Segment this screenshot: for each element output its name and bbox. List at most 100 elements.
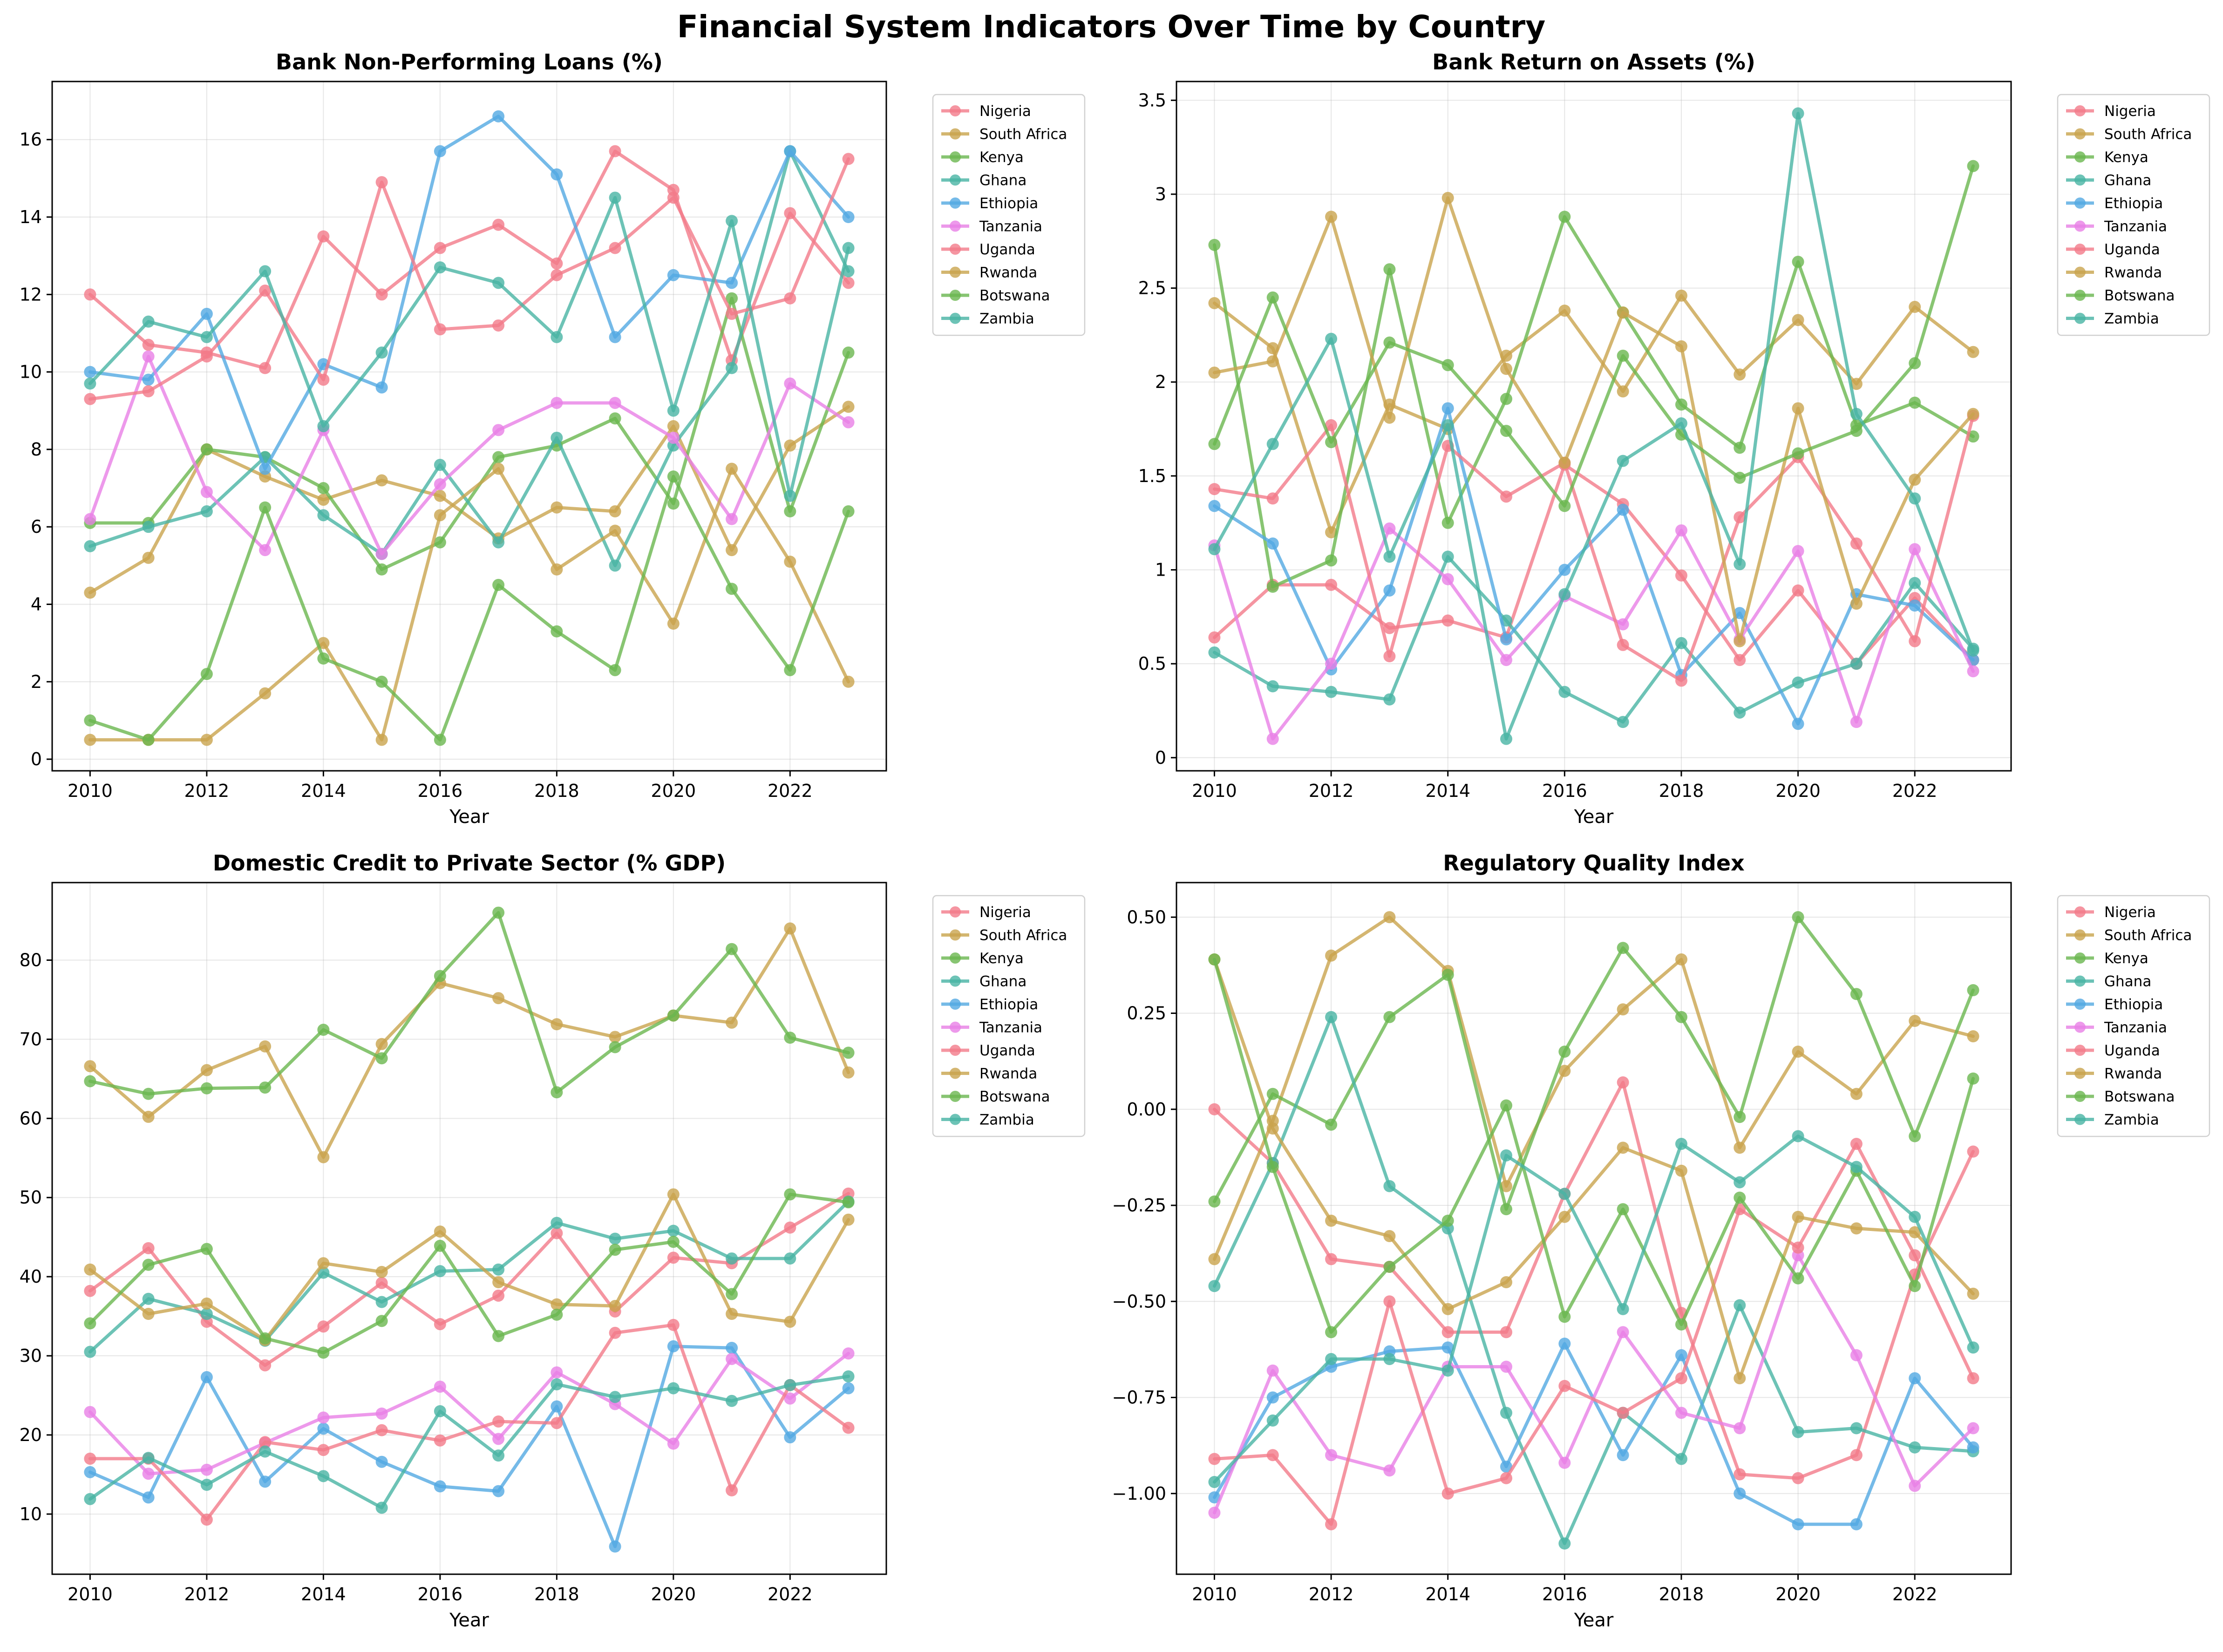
data-point [1792, 676, 1804, 689]
data-point [1208, 1491, 1221, 1503]
data-point [1734, 706, 1746, 719]
data-point [1441, 1364, 1454, 1377]
data-point [317, 1422, 330, 1435]
legend-label: South Africa [2104, 927, 2192, 944]
data-point [1909, 1441, 1921, 1454]
data-point [1967, 160, 1979, 172]
data-point [784, 439, 796, 452]
x-tick-label: 2020 [651, 781, 696, 801]
data-point [1383, 411, 1396, 424]
legend-label: Nigeria [979, 103, 1031, 120]
data-point [1850, 716, 1863, 728]
data-point [142, 1258, 155, 1271]
data-point [726, 307, 738, 320]
data-point [200, 1082, 213, 1095]
data-point [1675, 637, 1687, 649]
data-point [1850, 1349, 1863, 1361]
legend-entry: Nigeria [941, 103, 1031, 120]
data-point [1734, 1191, 1746, 1204]
data-point [492, 1433, 505, 1445]
x-tick-label: 2016 [1542, 781, 1587, 801]
data-point [142, 1468, 155, 1480]
data-point [551, 1018, 563, 1031]
data-point [1208, 297, 1221, 309]
data-point [1850, 1422, 1863, 1434]
series-line [88, 911, 850, 1096]
legend-label: Uganda [2104, 241, 2160, 258]
data-point [492, 110, 505, 122]
data-point [667, 191, 680, 204]
data-point [142, 1491, 155, 1504]
data-point [1734, 1468, 1746, 1481]
data-point [1967, 984, 1979, 996]
data-point [259, 544, 272, 557]
data-point [1500, 1326, 1513, 1339]
data-point [1266, 733, 1279, 745]
x-tick-label: 2018 [1659, 781, 1704, 801]
data-point [1558, 1188, 1571, 1200]
subplot-1: 2010 2012 2014 2016 2018 2020 2022 0 2 4 6 8 10 12 14 1… [20, 49, 1086, 828]
data-point [142, 1308, 155, 1320]
data-point [1617, 349, 1629, 362]
legend-label: South Africa [979, 126, 1067, 143]
data-point [492, 578, 505, 591]
data-point [259, 1475, 272, 1488]
series-rwanda [1208, 953, 1979, 1385]
data-point [1792, 1518, 1804, 1530]
data-point [492, 992, 505, 1005]
data-point [1266, 537, 1279, 550]
data-point [1441, 573, 1454, 585]
data-point [1500, 1461, 1513, 1473]
data-point [375, 563, 388, 576]
legend-label: Tanzania [979, 218, 1042, 235]
legend-entry: Nigeria [2066, 904, 2156, 921]
data-point [142, 374, 155, 386]
legend-label: Kenya [2104, 950, 2148, 967]
series-rwanda [84, 1188, 855, 1346]
data-point [1617, 639, 1629, 651]
legend-marker [2074, 197, 2086, 209]
x-tick-label: 2012 [184, 781, 230, 801]
data-point [1325, 554, 1338, 567]
y-tick-label: −1.00 [1112, 1483, 1166, 1504]
y-tick-label: 2.5 [1138, 278, 1166, 299]
legend-label: Ethiopia [2104, 996, 2163, 1013]
data-point [200, 331, 213, 343]
series-zambia [84, 1370, 855, 1514]
data-point [1850, 1518, 1863, 1530]
data-point [434, 970, 446, 982]
data-point [1734, 1111, 1746, 1123]
data-point [1441, 1341, 1454, 1354]
data-point [1383, 1353, 1396, 1365]
legend-label: Ethiopia [979, 195, 1038, 212]
legend-label: Kenya [979, 950, 1024, 967]
legend-entry: Kenya [941, 950, 1024, 967]
data-point [1441, 1326, 1454, 1339]
legend-label: Ghana [979, 973, 1027, 990]
data-point [317, 493, 330, 506]
series-tanzania [84, 350, 855, 560]
data-point [1266, 1088, 1279, 1100]
data-point [317, 509, 330, 522]
data-point [259, 1081, 272, 1094]
y-tick-label: 0.00 [1127, 1099, 1166, 1120]
y-tick-label: 50 [20, 1187, 42, 1208]
series-line [88, 927, 850, 1159]
data-point [1909, 473, 1921, 486]
data-point [1617, 1142, 1629, 1154]
series-botswana [1208, 953, 1979, 1339]
data-point [1909, 300, 1921, 313]
legend-entry: Tanzania [2066, 218, 2167, 235]
data-point [142, 385, 155, 398]
legend-label: Ghana [2104, 172, 2151, 189]
data-point [1558, 304, 1571, 317]
x-tick-label: 2014 [1425, 781, 1470, 801]
legend: Nigeria South Africa Kenya Ghana Ethiopia Tan… [932, 94, 1086, 336]
data-point [1500, 1099, 1513, 1112]
data-point [609, 397, 621, 409]
x-tick-label: 2014 [301, 781, 346, 801]
data-point [1441, 1215, 1454, 1227]
data-point [84, 1493, 96, 1505]
data-point [317, 1346, 330, 1359]
